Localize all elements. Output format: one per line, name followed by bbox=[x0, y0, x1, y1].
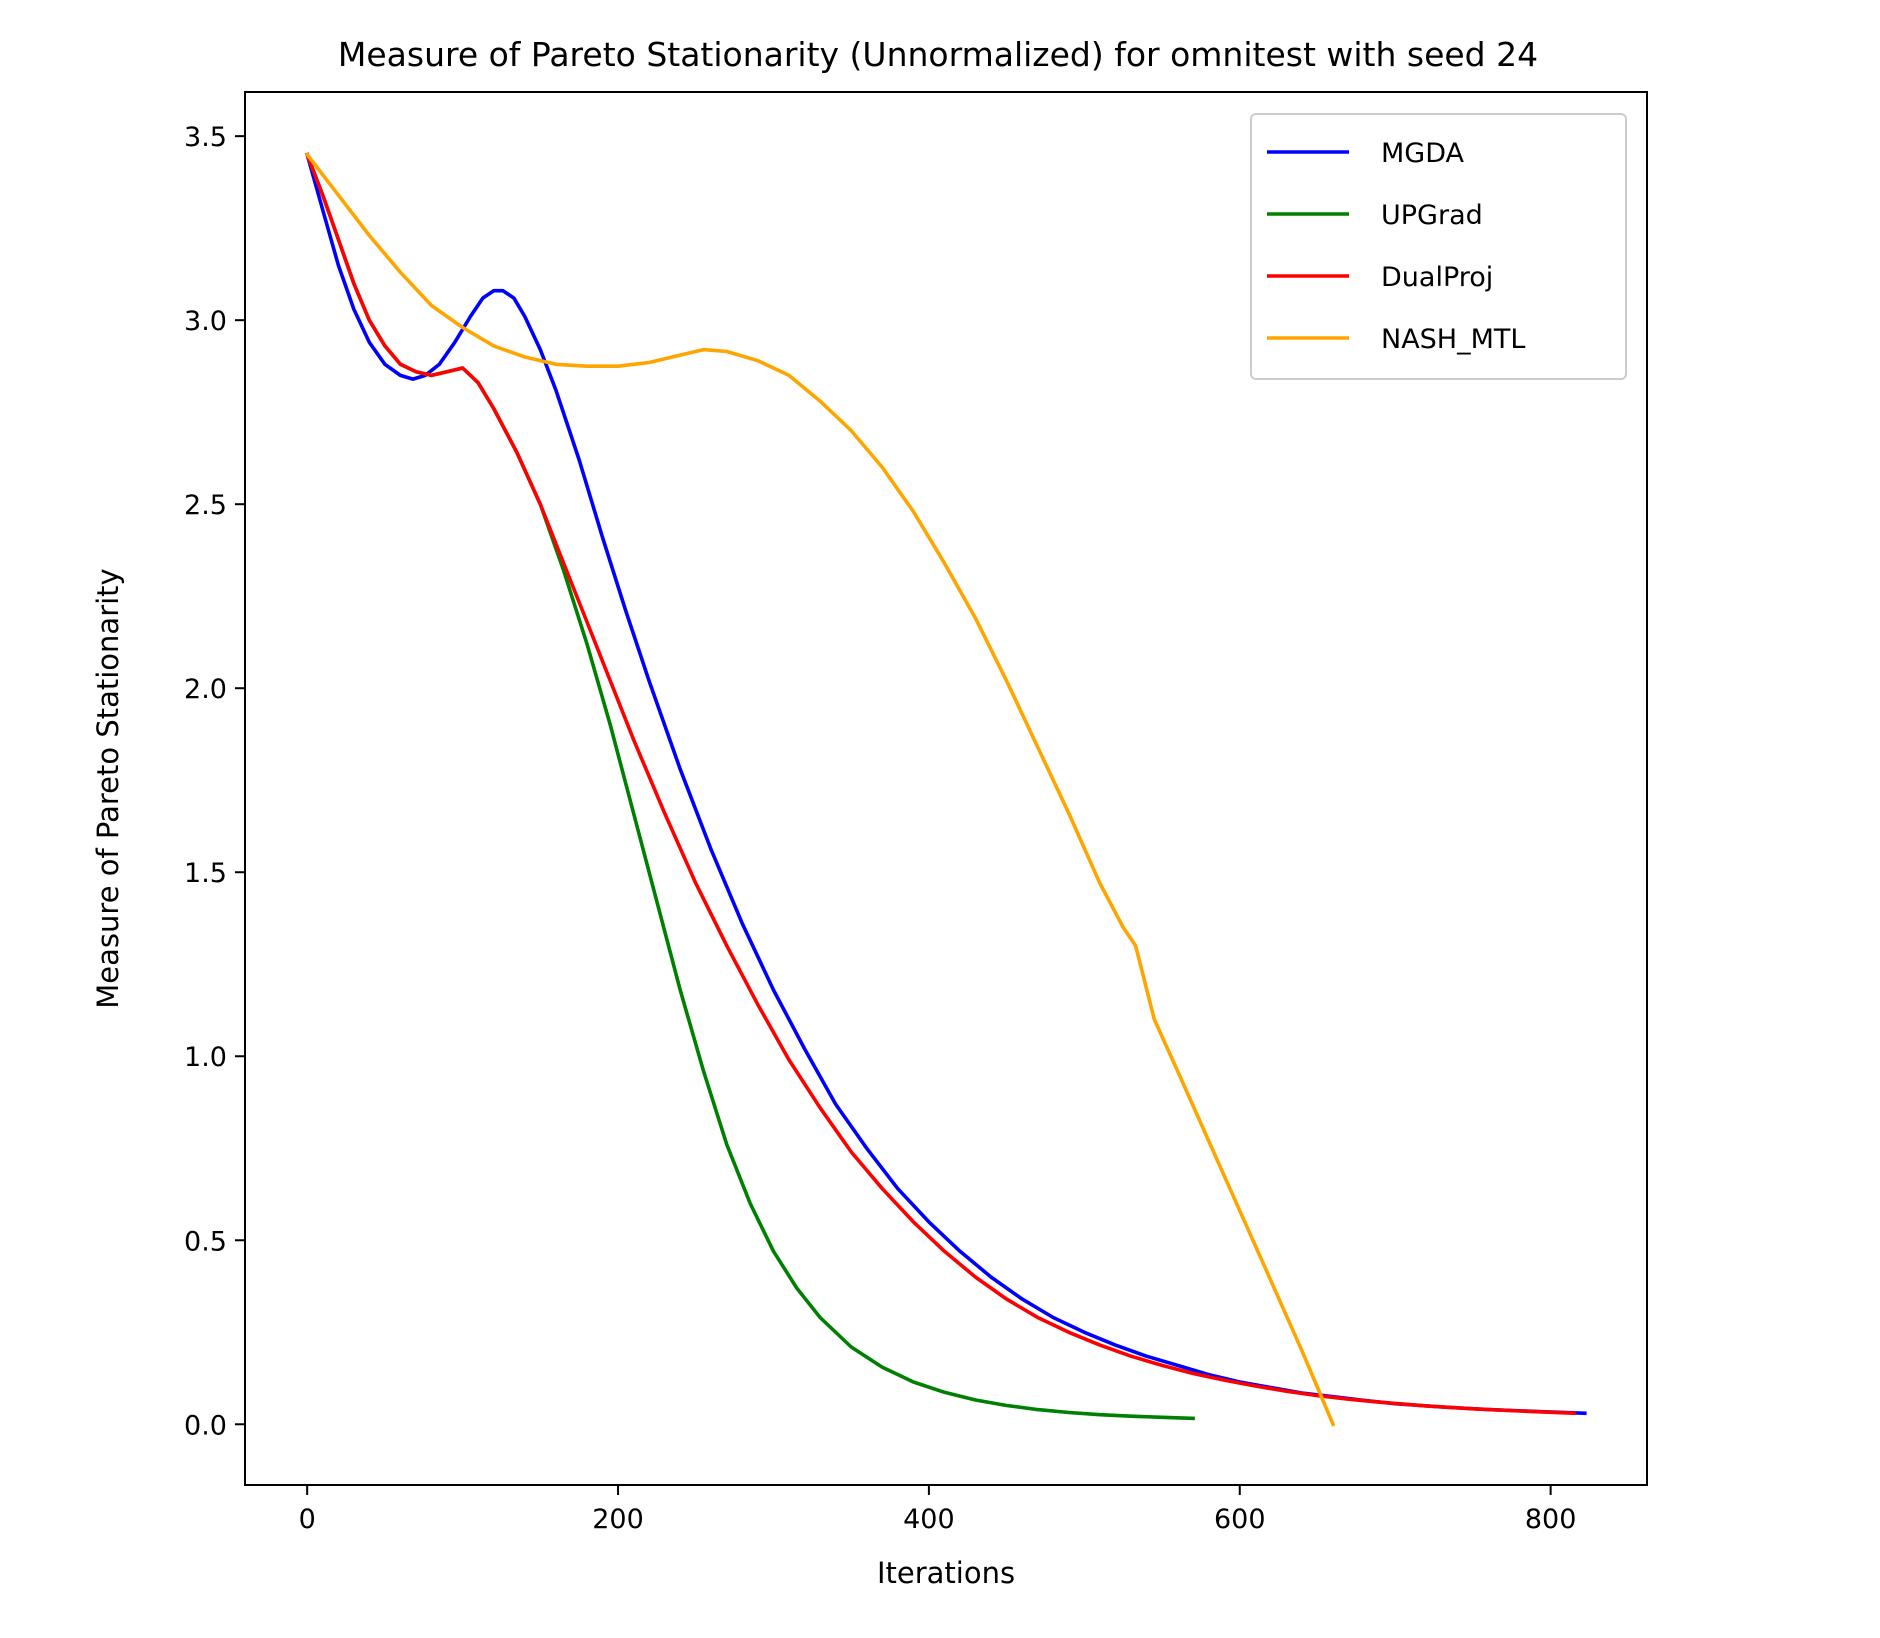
x-tick-label: 600 bbox=[1214, 1504, 1266, 1535]
legend-label: MGDA bbox=[1381, 138, 1465, 169]
x-tick-label: 0 bbox=[299, 1504, 316, 1535]
legend-label: NASH_MTL bbox=[1381, 324, 1525, 355]
legend: MGDA UPGrad DualProj NASH_MTL bbox=[1250, 113, 1627, 380]
series-line-dualproj bbox=[304, 152, 1576, 1416]
series-layer bbox=[304, 152, 1587, 1427]
series-line-nash-mtl bbox=[304, 152, 1336, 1427]
plot-frame bbox=[244, 91, 1648, 1486]
y-tick-label: 1.5 bbox=[184, 858, 227, 889]
x-tick-label: 200 bbox=[592, 1504, 644, 1535]
y-tick-label: 2.5 bbox=[184, 490, 227, 521]
x-axis-label: Iterations bbox=[877, 1556, 1015, 1590]
y-tick-label: 3.0 bbox=[184, 306, 227, 337]
legend-label: UPGrad bbox=[1381, 200, 1483, 231]
y-tick-label: 1.0 bbox=[184, 1042, 227, 1073]
y-axis-label: Measure of Pareto Stationarity bbox=[91, 568, 125, 1008]
x-tick-label: 400 bbox=[903, 1504, 955, 1535]
y-tick-label: 0.5 bbox=[184, 1226, 227, 1257]
x-tick-label: 800 bbox=[1525, 1504, 1577, 1535]
legend-box bbox=[1250, 113, 1627, 380]
y-tick-label: 0.0 bbox=[184, 1410, 227, 1441]
y-tick-label: 3.5 bbox=[184, 122, 227, 153]
chart-title: Measure of Pareto Stationarity (Unnormal… bbox=[338, 35, 1538, 74]
legend-label: DualProj bbox=[1381, 262, 1493, 293]
x-axis: 0 200 400 600 800 bbox=[299, 1485, 1577, 1535]
y-axis: 0.0 0.5 1.0 1.5 2.0 2.5 3.0 3.5 bbox=[184, 122, 245, 1441]
y-tick-label: 2.0 bbox=[184, 674, 227, 705]
